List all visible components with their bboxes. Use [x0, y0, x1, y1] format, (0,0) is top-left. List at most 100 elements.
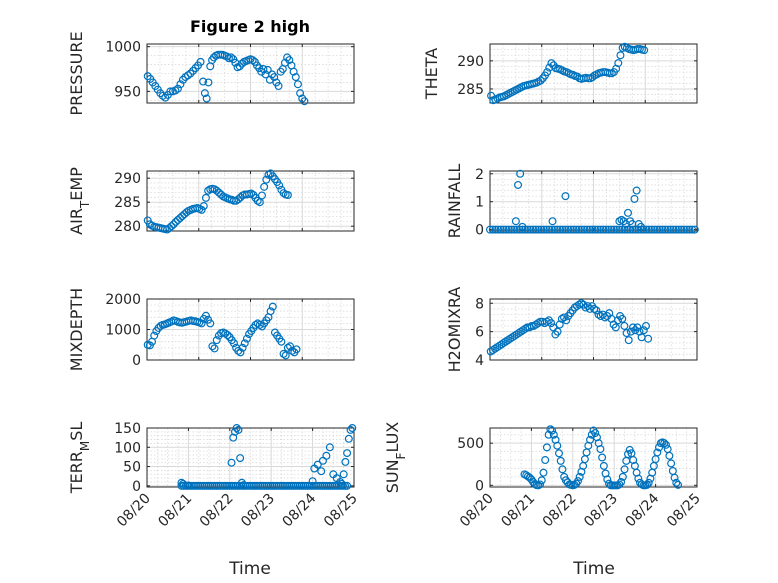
data-point	[607, 225, 616, 234]
data-point	[644, 478, 653, 487]
data-point	[548, 217, 557, 226]
data-point	[263, 65, 272, 74]
data-point	[632, 186, 641, 195]
y-axis-label-rest: SL	[67, 422, 86, 441]
data-point	[626, 327, 635, 336]
series-markers	[143, 302, 301, 360]
data-point	[197, 319, 206, 328]
data-point	[242, 334, 251, 343]
data-point	[169, 220, 178, 229]
data-point	[526, 225, 535, 234]
data-point	[542, 317, 551, 326]
data-point	[279, 349, 288, 358]
x-axis-label-left: Time	[228, 559, 271, 579]
data-point	[615, 225, 624, 234]
data-point	[227, 53, 236, 62]
subplot-pressure: 950 1000 PRESSURE	[67, 31, 355, 116]
y-tick-label: 290	[114, 171, 141, 187]
data-point	[182, 208, 191, 217]
y-tick-label: 1	[475, 195, 484, 211]
grid-lines	[147, 171, 354, 231]
data-point	[545, 225, 554, 234]
data-point	[543, 68, 552, 77]
data-point	[239, 481, 248, 490]
y-tick-label: 150	[114, 421, 141, 437]
data-point	[238, 343, 247, 352]
data-point	[599, 225, 608, 234]
data-point	[613, 316, 622, 325]
data-point	[596, 225, 605, 234]
y-tick-label: 0	[132, 479, 141, 495]
y-tick-label: 950	[114, 84, 141, 100]
data-point	[285, 56, 294, 65]
data-point	[615, 217, 624, 226]
y-tick-label: 4	[475, 353, 484, 369]
data-point	[624, 336, 633, 345]
data-point	[577, 299, 586, 308]
data-point	[270, 73, 279, 82]
data-point	[504, 225, 513, 234]
data-point	[663, 225, 672, 234]
data-point	[343, 449, 352, 458]
data-point	[690, 225, 699, 234]
data-point	[143, 72, 152, 81]
data-point	[630, 194, 639, 203]
data-point	[277, 337, 286, 346]
data-point	[260, 182, 269, 191]
data-point	[283, 191, 292, 200]
y-tick-label: 0	[475, 223, 484, 239]
data-point	[266, 307, 275, 316]
x-axis-label-right: Time	[572, 559, 615, 579]
data-point	[680, 225, 689, 234]
data-point	[588, 225, 597, 234]
series-markers	[486, 169, 699, 234]
y-tick-label: 100	[114, 440, 141, 456]
data-point	[200, 89, 209, 98]
data-point	[612, 225, 621, 234]
series-markers	[520, 425, 683, 490]
data-point	[487, 91, 496, 100]
data-point	[232, 424, 241, 433]
data-point	[603, 475, 612, 484]
data-point	[348, 424, 357, 433]
data-point	[575, 472, 584, 481]
data-point	[573, 477, 582, 486]
y-axis-label-rest: LUX	[383, 422, 402, 453]
data-point	[636, 222, 645, 231]
data-point	[536, 76, 545, 85]
data-point	[259, 65, 268, 74]
series-markers	[143, 50, 309, 106]
data-point	[616, 51, 625, 60]
data-point	[671, 225, 680, 234]
y-tick-label: 280	[114, 219, 141, 235]
data-point	[262, 175, 271, 184]
data-point	[633, 323, 642, 332]
data-point	[561, 225, 570, 234]
data-point	[641, 321, 650, 330]
data-point	[486, 225, 495, 234]
data-point	[677, 225, 686, 234]
y-axis-label-main: AIR	[67, 208, 86, 235]
series-markers	[177, 424, 357, 490]
data-point	[166, 87, 175, 96]
data-point	[688, 225, 697, 234]
data-point	[281, 351, 290, 360]
data-point	[293, 80, 302, 89]
data-point	[189, 66, 198, 75]
data-point	[176, 80, 185, 89]
data-point	[184, 481, 193, 490]
data-point	[530, 480, 539, 489]
data-point	[274, 82, 283, 91]
data-point	[491, 225, 500, 234]
data-point	[577, 225, 586, 234]
data-point	[566, 225, 575, 234]
data-point	[593, 225, 602, 234]
data-point	[514, 180, 523, 189]
data-point	[240, 339, 249, 348]
data-point	[575, 300, 584, 309]
data-point	[536, 480, 545, 489]
data-point	[601, 225, 610, 234]
data-point	[237, 59, 246, 68]
data-point	[343, 481, 352, 490]
data-point	[650, 225, 659, 234]
